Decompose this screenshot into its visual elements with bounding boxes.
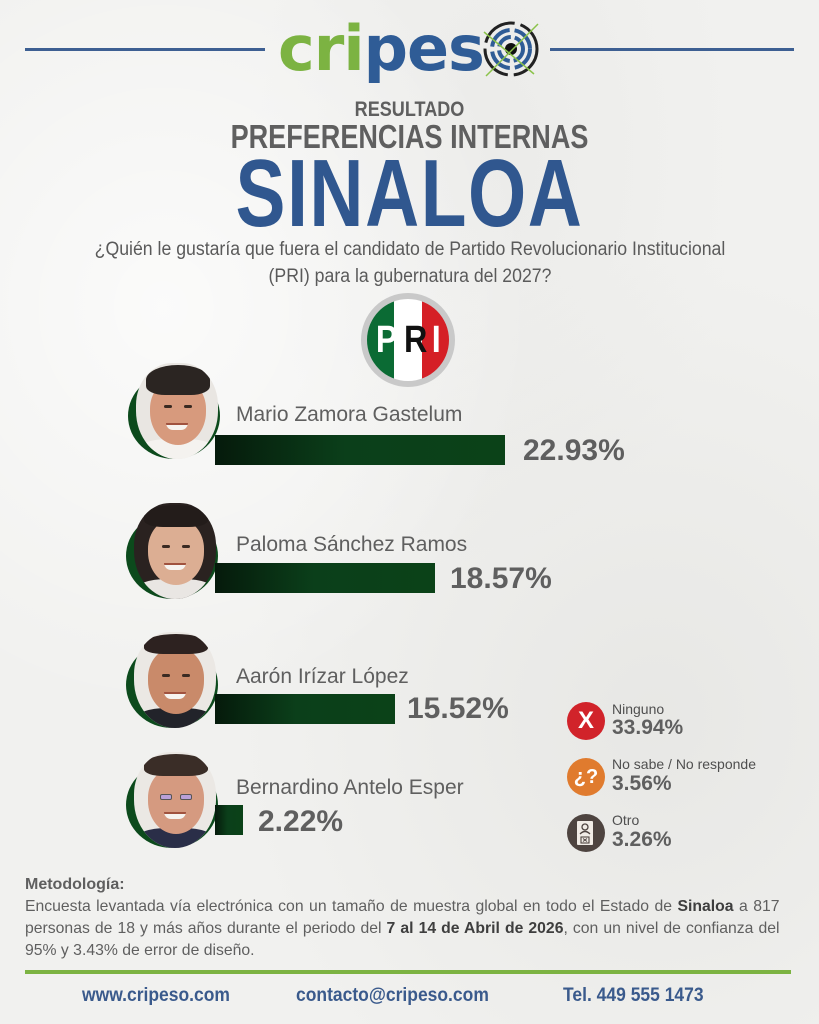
pri-letter-p: P <box>376 318 398 361</box>
option-label-no-sabe: No sabe / No responde <box>612 756 756 772</box>
candidate-photo-1 <box>128 363 220 459</box>
methodology-state: Sinaloa <box>677 898 734 915</box>
candidate-name-3: Aarón Irízar López <box>236 665 409 688</box>
pri-letter-i: I <box>431 318 441 361</box>
page-title: SINALOA <box>235 140 584 247</box>
candidate-pct-3: 15.52% <box>407 692 509 725</box>
candidate-photo-3 <box>126 632 218 728</box>
footer-website-link[interactable]: www.cripeso.com <box>82 985 230 1006</box>
result-label: RESULTADO <box>354 98 465 121</box>
candidate-bar-4 <box>215 805 243 835</box>
pri-party-logo: P R I <box>361 293 455 387</box>
header-rule-left <box>25 48 265 51</box>
methodology-text: Encuesta levantada vía electrónica con u… <box>25 896 780 962</box>
logo-text-blue: pes <box>363 12 485 85</box>
ballot-person-icon <box>567 814 605 852</box>
header-rule-right <box>550 48 794 51</box>
candidate-photo-4 <box>126 752 218 848</box>
footer-divider <box>25 970 791 974</box>
footer-email-link[interactable]: contacto@cripeso.com <box>296 985 489 1006</box>
candidate-pct-2: 18.57% <box>450 562 552 595</box>
candidate-name-1: Mario Zamora Gastelum <box>236 403 463 426</box>
target-crosshair-icon <box>483 21 539 77</box>
candidate-bar-2 <box>215 563 435 593</box>
footer-phone[interactable]: Tel. 449 555 1473 <box>563 985 704 1006</box>
option-pct-ninguno: 33.94% <box>612 716 684 739</box>
candidate-bar-1 <box>215 435 505 465</box>
methodology-part-2: a 817 personas de 18 y más años durante … <box>25 898 780 937</box>
pri-letter-r: R <box>403 318 428 361</box>
candidate-pct-1: 22.93% <box>523 434 625 467</box>
option-label-ninguno: Ninguno <box>612 701 665 717</box>
methodology-dates: 7 al 14 de Abril de 2026 <box>386 920 564 937</box>
cripeso-logo: cripes <box>278 12 543 88</box>
option-label-otro: Otro <box>612 812 640 828</box>
methodology-title: Metodología: <box>25 876 125 893</box>
candidate-photo-2 <box>126 503 218 599</box>
logo-text-green: cri <box>278 12 365 85</box>
x-icon: X <box>567 702 605 740</box>
option-pct-otro: 3.26% <box>612 828 672 851</box>
page-subtitle: PREFERENCIAS INTERNAS <box>230 118 589 155</box>
candidate-name-2: Paloma Sánchez Ramos <box>236 533 468 556</box>
question-icon: ¿? <box>567 758 605 796</box>
methodology-part-3: , con un nivel de confianza del 95% y 3.… <box>25 920 780 959</box>
candidate-bar-3 <box>215 694 395 724</box>
candidate-pct-4: 2.22% <box>258 805 344 838</box>
candidate-name-4: Bernardino Antelo Esper <box>236 776 464 799</box>
methodology-part-1: Encuesta levantada vía electrónica con u… <box>25 898 678 915</box>
option-pct-no-sabe: 3.56% <box>612 772 672 795</box>
survey-question: ¿Quién le gustaría que fuera el candidat… <box>94 239 726 287</box>
